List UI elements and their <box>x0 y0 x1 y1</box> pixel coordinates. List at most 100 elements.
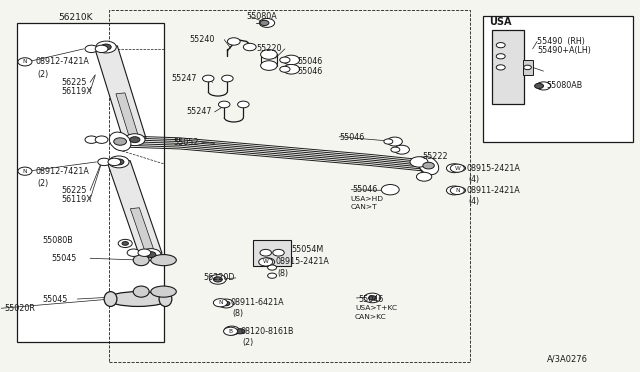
Circle shape <box>125 134 145 145</box>
Circle shape <box>118 239 132 247</box>
Ellipse shape <box>419 157 438 175</box>
Text: N: N <box>218 300 223 305</box>
Circle shape <box>213 299 227 307</box>
Circle shape <box>18 58 32 66</box>
Text: 08915-2421A: 08915-2421A <box>467 164 521 173</box>
Text: 08911-2421A: 08911-2421A <box>467 186 520 195</box>
Ellipse shape <box>133 254 149 266</box>
Polygon shape <box>116 93 140 140</box>
Circle shape <box>222 301 230 306</box>
Circle shape <box>237 101 249 108</box>
Bar <box>483 16 633 141</box>
Circle shape <box>138 249 151 256</box>
Text: 55054M: 55054M <box>291 244 323 253</box>
Circle shape <box>451 164 465 172</box>
Circle shape <box>391 147 400 152</box>
Text: 55490+A(LH): 55490+A(LH) <box>537 46 591 55</box>
Circle shape <box>130 137 140 142</box>
Text: 08912-7421A: 08912-7421A <box>36 57 90 66</box>
Circle shape <box>260 258 275 266</box>
Text: B: B <box>228 329 232 334</box>
Text: 55046: 55046 <box>339 133 364 142</box>
Circle shape <box>496 42 505 48</box>
Ellipse shape <box>159 292 172 307</box>
Text: (2): (2) <box>242 338 253 347</box>
Circle shape <box>369 296 376 300</box>
Ellipse shape <box>108 292 168 307</box>
Text: 55045: 55045 <box>52 254 77 263</box>
Circle shape <box>268 265 276 270</box>
Ellipse shape <box>151 286 176 297</box>
Text: 55020R: 55020R <box>4 304 35 313</box>
Text: N: N <box>455 188 460 193</box>
Text: 55046: 55046 <box>298 67 323 76</box>
Circle shape <box>394 145 410 154</box>
Circle shape <box>536 82 550 90</box>
Circle shape <box>114 138 127 145</box>
Text: (2): (2) <box>38 70 49 79</box>
Circle shape <box>95 136 108 143</box>
Circle shape <box>283 64 300 74</box>
Circle shape <box>260 61 277 70</box>
Circle shape <box>122 241 129 245</box>
Text: 56210K: 56210K <box>58 13 93 22</box>
Circle shape <box>384 139 393 144</box>
Circle shape <box>381 185 399 195</box>
Text: A/3A0276: A/3A0276 <box>547 355 588 364</box>
Circle shape <box>243 43 256 51</box>
Text: 55490  (RH): 55490 (RH) <box>537 37 585 46</box>
Polygon shape <box>95 46 146 141</box>
Circle shape <box>109 156 129 168</box>
Circle shape <box>410 157 428 167</box>
Bar <box>109 10 470 362</box>
Text: 55045: 55045 <box>42 295 68 304</box>
Circle shape <box>98 158 111 166</box>
Circle shape <box>85 136 98 143</box>
Text: 55080AB: 55080AB <box>547 81 583 90</box>
Bar <box>492 31 524 105</box>
Circle shape <box>268 273 276 278</box>
Circle shape <box>456 187 466 193</box>
Circle shape <box>280 66 290 72</box>
Text: 55080A: 55080A <box>246 12 277 21</box>
Circle shape <box>114 159 124 165</box>
Circle shape <box>85 45 98 52</box>
Circle shape <box>95 45 108 52</box>
Text: 55240: 55240 <box>189 35 214 44</box>
Text: (4): (4) <box>468 175 480 184</box>
Circle shape <box>202 75 214 82</box>
Text: 55046: 55046 <box>298 57 323 66</box>
Text: 55046: 55046 <box>352 185 377 194</box>
Text: N: N <box>22 60 28 64</box>
Circle shape <box>96 41 116 53</box>
Polygon shape <box>108 161 162 256</box>
Text: 56119X: 56119X <box>61 195 92 204</box>
Circle shape <box>218 101 230 108</box>
Circle shape <box>447 186 462 195</box>
Circle shape <box>260 249 271 256</box>
Circle shape <box>283 55 300 65</box>
Circle shape <box>141 248 161 260</box>
Text: 55247: 55247 <box>172 74 197 83</box>
Text: (4): (4) <box>468 197 480 206</box>
Circle shape <box>260 49 277 59</box>
Text: 55220: 55220 <box>256 44 282 53</box>
Text: 08911-6421A: 08911-6421A <box>230 298 284 307</box>
Text: USA>T+KC: USA>T+KC <box>355 305 397 311</box>
Circle shape <box>209 275 226 284</box>
Ellipse shape <box>109 132 131 151</box>
Circle shape <box>18 167 32 175</box>
Circle shape <box>101 44 111 50</box>
Text: 56220D: 56220D <box>204 273 236 282</box>
Text: 55052: 55052 <box>173 138 198 147</box>
Circle shape <box>227 38 240 45</box>
Circle shape <box>221 75 233 82</box>
Ellipse shape <box>151 254 176 266</box>
Bar <box>253 240 291 266</box>
Polygon shape <box>131 208 156 255</box>
Text: 56225: 56225 <box>61 186 87 195</box>
Circle shape <box>259 19 275 28</box>
Circle shape <box>524 65 531 70</box>
Ellipse shape <box>104 292 117 307</box>
Text: USA>HD: USA>HD <box>351 196 383 202</box>
